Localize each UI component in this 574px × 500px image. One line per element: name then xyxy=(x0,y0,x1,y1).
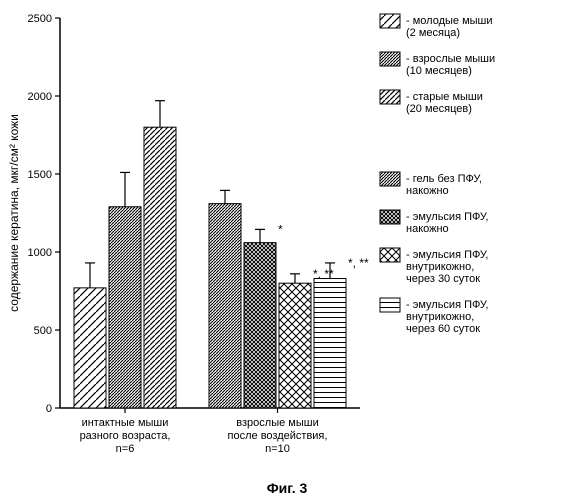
svg-text:(20 месяцев): (20 месяцев) xyxy=(406,103,472,115)
svg-text:- старые мыши: - старые мыши xyxy=(406,91,483,103)
svg-text:через 30 суток: через 30 суток xyxy=(406,273,480,285)
keratin-bar-chart: 0 500 1000 1500 2000 2500 содержание кератина,… xyxy=(0,0,574,500)
svg-text:1000: 1000 xyxy=(28,247,52,259)
svg-text:500: 500 xyxy=(34,325,52,337)
svg-text:- гель без ПФУ,: - гель без ПФУ, xyxy=(406,173,482,185)
figure-caption: Фиг. 3 xyxy=(0,480,574,496)
svg-text:- взрослые мыши: - взрослые мыши xyxy=(406,53,495,65)
svg-text:содержание кератина, мкг/см² к: содержание кератина, мкг/см² кожи xyxy=(7,114,21,312)
svg-text:(10 месяцев): (10 месяцев) xyxy=(406,65,472,77)
svg-text:- эмульсия ПФУ,: - эмульсия ПФУ, xyxy=(406,211,488,223)
svg-text:2500: 2500 xyxy=(28,13,52,25)
svg-text:(2 месяца): (2 месяца) xyxy=(406,27,460,39)
svg-text:0: 0 xyxy=(46,403,52,415)
svg-text:внутрикожно,: внутрикожно, xyxy=(406,311,474,323)
svg-text:- эмульсия ПФУ,: - эмульсия ПФУ, xyxy=(406,299,488,311)
svg-text:после воздействия,: после воздействия, xyxy=(228,430,328,442)
svg-text:взрослые мыши: взрослые мыши xyxy=(236,417,318,429)
svg-text:через 60 суток: через 60 суток xyxy=(406,323,480,335)
svg-text:*, **: *, ** xyxy=(348,256,369,270)
svg-text:1500: 1500 xyxy=(28,169,52,181)
svg-text:накожно: накожно xyxy=(406,223,449,235)
svg-text:интактные мыши: интактные мыши xyxy=(82,417,169,429)
svg-text:разного возраста,: разного возраста, xyxy=(80,430,171,442)
svg-text:- эмульсия ПФУ,: - эмульсия ПФУ, xyxy=(406,249,488,261)
svg-text:накожно: накожно xyxy=(406,185,449,197)
svg-text:n=6: n=6 xyxy=(116,443,135,455)
svg-text:внутрикожно,: внутрикожно, xyxy=(406,261,474,273)
svg-text:- молодые мыши: - молодые мыши xyxy=(406,15,493,27)
svg-text:*: * xyxy=(278,222,283,236)
svg-text:n=10: n=10 xyxy=(265,443,290,455)
svg-text:2000: 2000 xyxy=(28,91,52,103)
